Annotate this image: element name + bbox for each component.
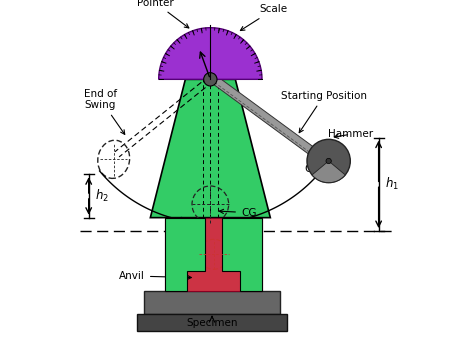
Text: CG: CG — [304, 164, 320, 174]
Wedge shape — [312, 161, 345, 183]
Polygon shape — [159, 28, 262, 79]
Text: End of
Swing: End of Swing — [84, 89, 125, 134]
Polygon shape — [165, 218, 262, 291]
Polygon shape — [144, 291, 280, 314]
Circle shape — [307, 139, 350, 183]
Circle shape — [204, 73, 217, 86]
Text: Pointer: Pointer — [137, 0, 189, 28]
Text: $h_2$: $h_2$ — [95, 188, 109, 204]
Text: Starting Position: Starting Position — [281, 91, 367, 133]
Text: Hammer: Hammer — [328, 129, 373, 139]
Circle shape — [326, 158, 331, 164]
Text: Anvil: Anvil — [119, 271, 191, 281]
Polygon shape — [137, 314, 287, 331]
Text: Scale: Scale — [240, 4, 288, 31]
Polygon shape — [150, 79, 270, 218]
Text: $h_1$: $h_1$ — [384, 176, 399, 192]
Text: Specimen: Specimen — [186, 318, 238, 328]
Polygon shape — [165, 218, 205, 291]
Text: CG: CG — [219, 208, 256, 218]
Polygon shape — [222, 218, 262, 291]
Polygon shape — [209, 74, 314, 154]
